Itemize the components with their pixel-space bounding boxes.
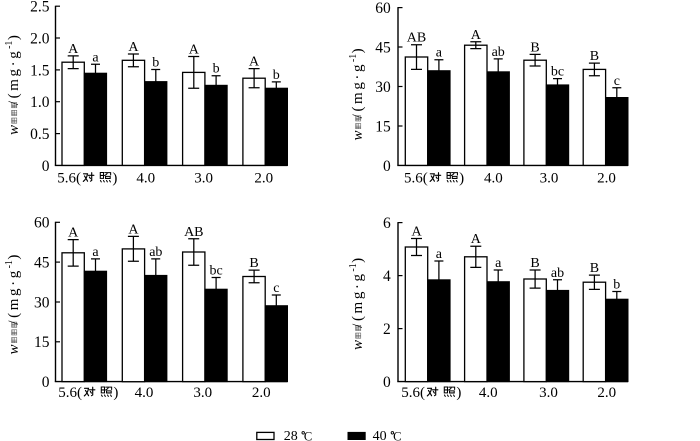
svg-text:B: B <box>530 256 539 271</box>
svg-text:60: 60 <box>375 0 391 17</box>
svg-text:B: B <box>249 256 258 271</box>
svg-text:30: 30 <box>34 294 50 311</box>
svg-text:5.6(: 5.6( <box>57 170 81 186</box>
svg-text:45: 45 <box>34 255 50 272</box>
svg-text:4.0: 4.0 <box>484 170 503 186</box>
svg-text:A: A <box>189 43 200 58</box>
svg-text:w: w <box>350 130 366 140</box>
svg-text:-1: -1 <box>348 54 359 62</box>
svg-text:4.0: 4.0 <box>479 385 498 401</box>
svg-text:2.0: 2.0 <box>252 385 271 401</box>
svg-text:): ) <box>350 258 366 263</box>
svg-text:A: A <box>249 55 260 70</box>
svg-text:6: 6 <box>383 215 391 232</box>
svg-text:ab: ab <box>551 266 564 281</box>
svg-text:2.5: 2.5 <box>30 0 50 16</box>
svg-text:40: 40 <box>373 429 387 441</box>
svg-text:): ) <box>113 385 118 401</box>
svg-text:ab: ab <box>492 45 505 60</box>
svg-text:): ) <box>350 48 366 53</box>
svg-text:b: b <box>213 62 220 77</box>
svg-text:15: 15 <box>375 118 391 135</box>
svg-text:3.0: 3.0 <box>194 170 213 186</box>
svg-text:2.0: 2.0 <box>597 170 616 186</box>
svg-text:w: w <box>6 125 22 135</box>
svg-text:0: 0 <box>42 158 50 175</box>
svg-text:A: A <box>128 222 139 237</box>
svg-text:4: 4 <box>383 268 391 285</box>
svg-text:1.5: 1.5 <box>30 62 50 79</box>
svg-text:/(mg·g: /(mg·g <box>350 62 366 118</box>
svg-text:C: C <box>393 429 401 441</box>
svg-text:-1: -1 <box>4 260 15 268</box>
svg-text:-1: -1 <box>4 41 15 49</box>
svg-text:C: C <box>304 429 312 441</box>
svg-text:a: a <box>92 245 99 260</box>
svg-text:4.0: 4.0 <box>136 170 155 186</box>
svg-text:a: a <box>436 46 443 61</box>
svg-text:1.0: 1.0 <box>30 94 50 111</box>
svg-text:A: A <box>471 28 482 43</box>
svg-text:a: a <box>92 50 99 65</box>
svg-text:c: c <box>273 281 279 296</box>
svg-text:-1: -1 <box>348 263 359 271</box>
svg-text:B: B <box>530 40 539 55</box>
svg-text:0: 0 <box>42 374 50 391</box>
svg-text:45: 45 <box>375 39 391 56</box>
svg-text:5.6(: 5.6( <box>404 170 428 186</box>
svg-text:A: A <box>411 225 422 240</box>
svg-text:2: 2 <box>383 321 391 338</box>
svg-text:28: 28 <box>284 429 298 441</box>
svg-text:b: b <box>613 278 620 293</box>
svg-text:3.0: 3.0 <box>539 385 558 401</box>
svg-text:ab: ab <box>149 245 162 260</box>
svg-text:): ) <box>459 170 464 186</box>
svg-text:/(mg·g: /(mg·g <box>350 271 366 327</box>
svg-text:2.0: 2.0 <box>597 385 616 401</box>
svg-text:0.5: 0.5 <box>30 126 50 143</box>
svg-text:A: A <box>68 42 79 57</box>
svg-text:a: a <box>495 256 502 271</box>
svg-text:b: b <box>273 68 280 83</box>
svg-text:5.6(: 5.6( <box>401 385 425 401</box>
svg-text:): ) <box>112 170 117 186</box>
svg-text:): ) <box>6 35 22 40</box>
svg-text:bc: bc <box>209 264 222 279</box>
svg-text:): ) <box>456 385 461 401</box>
svg-text:B: B <box>590 49 599 64</box>
svg-text:b: b <box>152 56 159 71</box>
svg-text:w: w <box>6 344 22 354</box>
svg-text:/(mg·g: /(mg·g <box>6 268 22 324</box>
svg-text:4.0: 4.0 <box>135 385 154 401</box>
svg-text:15: 15 <box>34 334 50 351</box>
svg-text:c: c <box>614 74 620 89</box>
svg-text:60: 60 <box>34 215 50 232</box>
svg-text:/(mg·g: /(mg·g <box>6 49 22 105</box>
svg-text:5.6(: 5.6( <box>58 385 82 401</box>
svg-text:2.0: 2.0 <box>30 30 50 47</box>
svg-text:AB: AB <box>407 31 426 46</box>
svg-text:A: A <box>128 40 139 55</box>
svg-text:bc: bc <box>551 65 564 80</box>
svg-text:3.0: 3.0 <box>540 170 559 186</box>
svg-text:w: w <box>350 340 366 350</box>
svg-text:0: 0 <box>383 374 391 391</box>
svg-text:AB: AB <box>184 225 203 240</box>
svg-text:0: 0 <box>383 158 391 175</box>
svg-text:2.0: 2.0 <box>254 170 273 186</box>
svg-text:B: B <box>590 261 599 276</box>
svg-text:3.0: 3.0 <box>193 385 212 401</box>
svg-text:30: 30 <box>375 79 391 96</box>
svg-text:A: A <box>471 232 482 247</box>
svg-text:a: a <box>436 247 443 262</box>
svg-text:A: A <box>68 226 79 241</box>
svg-text:): ) <box>6 255 22 260</box>
